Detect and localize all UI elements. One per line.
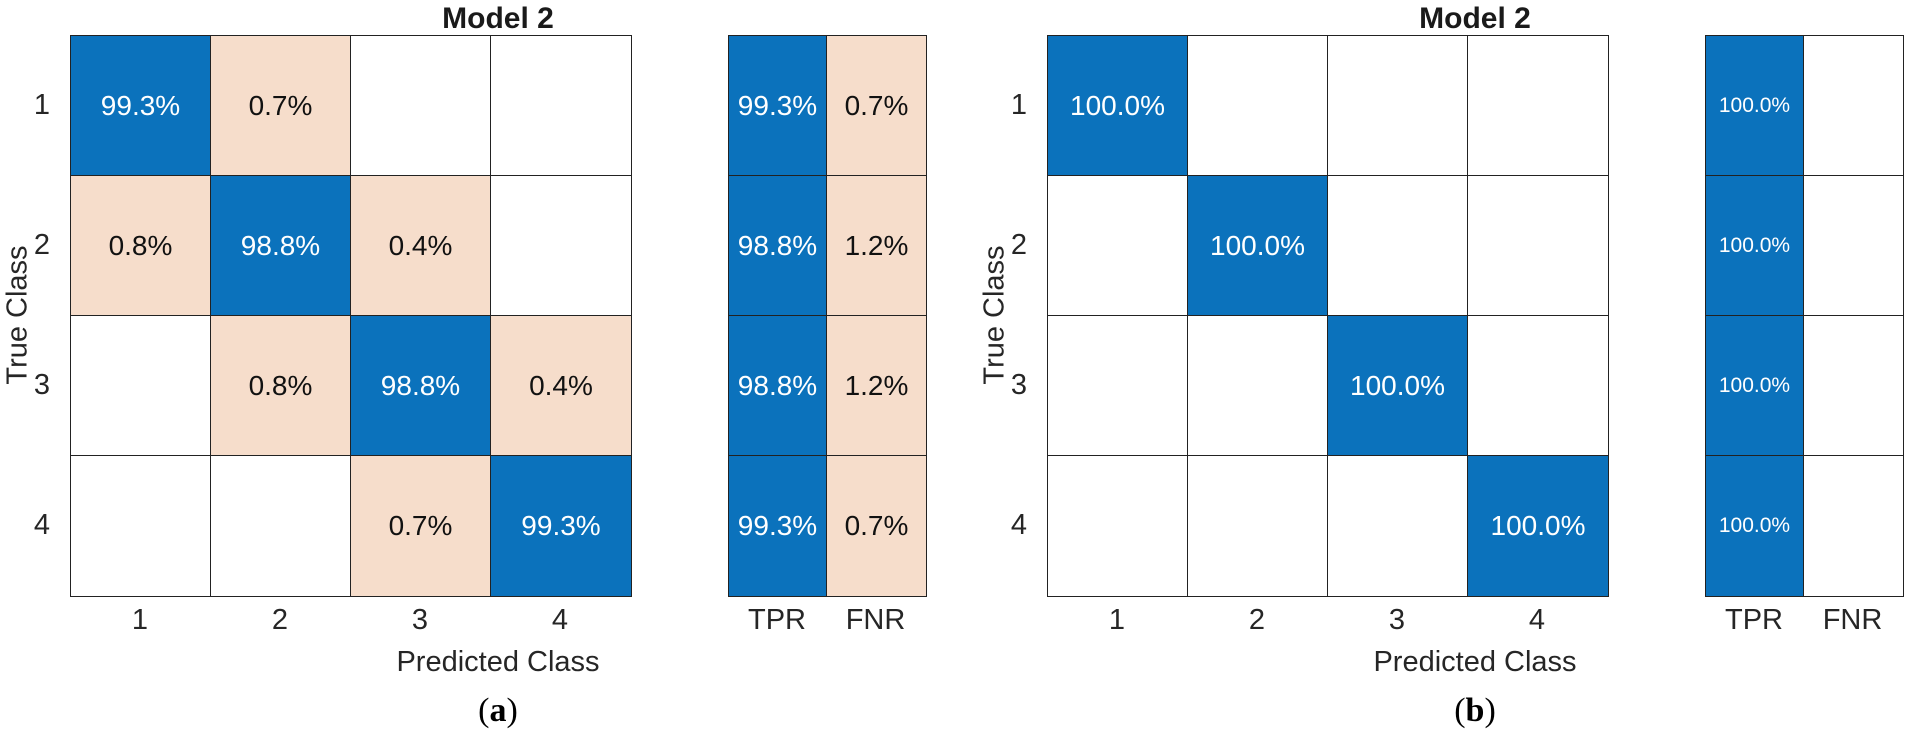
matrix-cell-r2c3 (1328, 176, 1468, 316)
subfigure-caption-b: (b) (1047, 692, 1903, 730)
caption-paren-close: ) (1484, 692, 1496, 729)
matrix-cell-r1c4 (491, 36, 631, 176)
y-tick-4: 4 (33, 508, 50, 541)
fnr-column-label: FNR (845, 604, 906, 636)
matrix-cell-r1c1: 99.3% (71, 36, 211, 176)
tpr-column-label: TPR (1725, 604, 1783, 636)
x-tick-3: 3 (411, 604, 429, 636)
matrix-cell-r4c3: 0.7% (351, 456, 491, 596)
fnr-cell-r1 (1804, 36, 1903, 176)
fnr-cell-r3: 1.2% (827, 316, 926, 456)
x-tick-4: 4 (551, 604, 569, 636)
matrix-cell-r2c2: 98.8% (211, 176, 351, 316)
matrix-cell-r3c2 (1188, 316, 1328, 456)
matrix-cell-r1c4 (1468, 36, 1608, 176)
tpr-cell-r4: 99.3% (729, 456, 827, 596)
x-tick-4: 4 (1528, 604, 1546, 636)
x-axis-label: Predicted Class (396, 646, 600, 678)
tpr-fnr-summary-grid: 99.3% 0.7% 98.8% 1.2% 98.8% 1.2% 99.3% 0.7% (728, 35, 927, 597)
tpr-cell-r2: 98.8% (729, 176, 827, 316)
tpr-cell-r1: 100.0% (1706, 36, 1804, 176)
fnr-column-label: FNR (1822, 604, 1883, 636)
panel-title: Model 2 (1419, 2, 1531, 35)
matrix-cell-r2c1: 0.8% (71, 176, 211, 316)
caption-paren-close: ) (506, 692, 518, 729)
y-tick-1: 1 (1010, 88, 1027, 121)
caption-letter: a (489, 692, 507, 729)
x-axis-label: Predicted Class (1373, 646, 1577, 678)
y-tick-labels: 1 2 3 4 (977, 35, 1033, 597)
fnr-cell-r1: 0.7% (827, 36, 926, 176)
matrix-cell-r1c2: 0.7% (211, 36, 351, 176)
matrix-cell-r2c2: 100.0% (1188, 176, 1328, 316)
y-tick-3: 3 (33, 368, 50, 401)
tpr-cell-r1: 99.3% (729, 36, 827, 176)
fnr-cell-r4: 0.7% (827, 456, 926, 596)
matrix-cell-r1c3 (351, 36, 491, 176)
matrix-cell-r2c3: 0.4% (351, 176, 491, 316)
x-tick-1: 1 (131, 604, 149, 636)
x-tick-labels: 1 2 3 4 (70, 604, 632, 637)
x-tick-1: 1 (1108, 604, 1126, 636)
matrix-cell-r1c2 (1188, 36, 1328, 176)
x-tick-labels: 1 2 3 4 (1047, 604, 1609, 637)
tpr-column-label: TPR (748, 604, 806, 636)
matrix-cell-r4c4: 99.3% (491, 456, 631, 596)
y-tick-labels: 1 2 3 4 (0, 35, 56, 597)
fnr-cell-r2 (1804, 176, 1903, 316)
fnr-cell-r4 (1804, 456, 1903, 596)
matrix-cell-r1c1: 100.0% (1048, 36, 1188, 176)
caption-letter: b (1465, 692, 1485, 729)
summary-column-labels: TPR FNR (1705, 604, 1904, 637)
fnr-cell-r2: 1.2% (827, 176, 926, 316)
matrix-cell-r2c4 (1468, 176, 1608, 316)
matrix-cell-r4c3 (1328, 456, 1468, 596)
matrix-cell-r4c4: 100.0% (1468, 456, 1608, 596)
matrix-cell-r3c2: 0.8% (211, 316, 351, 456)
confusion-matrix-grid: 99.3% 0.7% 0.8% 98.8% 0.4% 0.8% 98.8% 0.4% 0.7% 9… (70, 35, 632, 597)
matrix-cell-r4c1 (1048, 456, 1188, 596)
matrix-cell-r3c4: 0.4% (491, 316, 631, 456)
y-tick-3: 3 (1010, 368, 1027, 401)
panel-title: Model 2 (442, 2, 554, 35)
matrix-cell-r3c1 (71, 316, 211, 456)
y-tick-2: 2 (1010, 228, 1027, 261)
subfigure-caption-a: (a) (70, 692, 926, 730)
summary-column-labels: TPR FNR (728, 604, 927, 637)
tpr-fnr-summary-grid: 100.0% 100.0% 100.0% 100.0% (1705, 35, 1904, 597)
matrix-cell-r1c3 (1328, 36, 1468, 176)
x-tick-2: 2 (1248, 604, 1266, 636)
x-tick-2: 2 (271, 604, 289, 636)
caption-paren-open: ( (1454, 692, 1466, 729)
tpr-cell-r2: 100.0% (1706, 176, 1804, 316)
matrix-cell-r3c3: 98.8% (351, 316, 491, 456)
matrix-cell-r2c1 (1048, 176, 1188, 316)
tpr-cell-r4: 100.0% (1706, 456, 1804, 596)
tpr-cell-r3: 98.8% (729, 316, 827, 456)
y-tick-2: 2 (33, 228, 50, 261)
matrix-cell-r4c1 (71, 456, 211, 596)
matrix-cell-r3c3: 100.0% (1328, 316, 1468, 456)
confusion-matrix-grid: 100.0% 100.0% 100.0% 100.0% (1047, 35, 1609, 597)
y-tick-4: 4 (1010, 508, 1027, 541)
matrix-cell-r3c4 (1468, 316, 1608, 456)
y-tick-1: 1 (33, 88, 50, 121)
tpr-cell-r3: 100.0% (1706, 316, 1804, 456)
matrix-cell-r2c4 (491, 176, 631, 316)
matrix-cell-r4c2 (1188, 456, 1328, 596)
x-tick-3: 3 (1388, 604, 1406, 636)
matrix-cell-r3c1 (1048, 316, 1188, 456)
matrix-cell-r4c2 (211, 456, 351, 596)
caption-paren-open: ( (478, 692, 490, 729)
fnr-cell-r3 (1804, 316, 1903, 456)
